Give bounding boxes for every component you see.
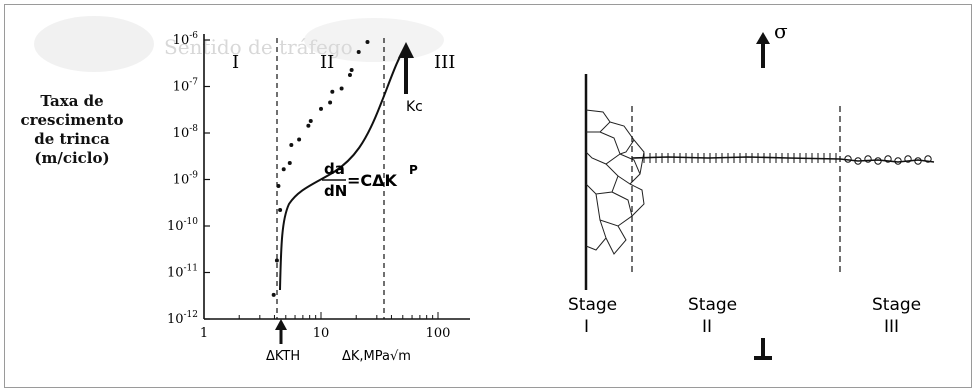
stage-2-numeral: II — [702, 317, 712, 337]
crack-stage-schematic-panel: σ Stage I Stage II Stage III — [548, 14, 952, 364]
sigma-arrow-up-head — [756, 32, 770, 44]
data-point — [287, 160, 292, 165]
ghost-heading: Sentido de tráfego — [164, 35, 353, 59]
y-axis-label: Taxa de crescimento de trinca (m/ciclo) — [18, 92, 126, 168]
stage-1-numeral: I — [584, 317, 589, 337]
dimple-mark — [884, 155, 892, 163]
data-point — [308, 119, 313, 124]
y-ticks: 10-6 10-7 10-8 10-9 10-10 10-11 10-12 — [167, 31, 210, 327]
equation-exponent: P — [409, 163, 418, 177]
y-axis-label-line: crescimento — [20, 111, 124, 129]
kc-label: Kc — [406, 99, 423, 115]
data-point — [349, 67, 354, 72]
equation-numerator: da — [324, 160, 345, 178]
data-point — [356, 49, 361, 54]
crack-growth-chart-panel: Sentido de tráfego 10-6 10-7 10-8 10-9 10-10… — [14, 14, 522, 364]
dimple-mark — [864, 155, 872, 163]
dimple-mark — [894, 157, 902, 165]
data-point — [339, 86, 344, 91]
crack-path — [631, 156, 935, 163]
data-point — [330, 89, 335, 94]
stage-3-numeral: III — [884, 317, 899, 337]
region-label-iii: III — [434, 52, 455, 73]
data-point — [328, 100, 333, 105]
data-point — [347, 73, 352, 78]
data-point — [271, 292, 276, 297]
stage-2-word: Stage — [688, 295, 737, 315]
dimple-mark — [914, 157, 922, 165]
y-tick-label: 10-10 — [167, 217, 198, 234]
kc-arrow-head — [398, 42, 414, 58]
stage-1-word: Stage — [568, 295, 617, 315]
data-point — [274, 258, 279, 263]
y-tick-label: 10-8 — [173, 124, 199, 141]
fatigue-striations — [643, 153, 837, 163]
y-tick-label: 10-6 — [173, 31, 199, 48]
y-axis-label-line: (m/ciclo) — [34, 149, 110, 167]
data-point — [276, 184, 281, 189]
ghost-blob — [34, 16, 154, 72]
y-axis-label-line: de trinca — [34, 130, 110, 148]
y-tick-label: 10-11 — [167, 264, 198, 281]
data-points — [271, 40, 370, 297]
y-tick-label: 10-7 — [173, 78, 199, 95]
dimple-mark — [924, 155, 932, 163]
region-label-ii: II — [320, 52, 334, 73]
y-tick-label: 10-12 — [167, 310, 198, 327]
dimple-mark — [854, 157, 862, 165]
data-point — [278, 208, 283, 213]
y-tick-label: 10-9 — [173, 171, 199, 188]
x-tick-label: 10 — [313, 326, 330, 341]
data-point — [289, 142, 294, 147]
x-tick-label: 100 — [426, 326, 451, 341]
dimple-mark — [874, 157, 882, 165]
delta-k-th-label: ΔKTH — [266, 349, 300, 364]
x-ticks: 1 10 100 — [200, 312, 451, 341]
sigma-label: σ — [774, 19, 788, 43]
y-axis-label-line: Taxa de — [40, 92, 104, 110]
data-point — [281, 167, 286, 172]
grain-structure — [585, 109, 645, 255]
stage-3-word: Stage — [872, 295, 921, 315]
crack-stage-schematic: σ Stage I Stage II Stage III — [568, 19, 935, 360]
x-tick-label: 1 — [200, 326, 208, 341]
data-point — [319, 106, 323, 111]
data-point — [297, 137, 302, 142]
equation-denominator: dN — [324, 182, 347, 200]
data-point — [306, 123, 311, 128]
threshold-arrow-head — [275, 319, 287, 330]
dimple-mark — [844, 155, 852, 163]
x-axis-label: ΔK,MPa√m — [342, 349, 411, 364]
crack-growth-chart: Sentido de tráfego 10-6 10-7 10-8 10-9 10-10… — [34, 16, 470, 364]
data-point — [365, 40, 370, 44]
region-label-i: I — [232, 52, 239, 73]
dimple-mark — [904, 155, 912, 163]
equation-rhs: =CΔK — [347, 171, 398, 190]
crack-growth-curve — [279, 45, 407, 291]
ductile-dimples — [844, 155, 932, 165]
